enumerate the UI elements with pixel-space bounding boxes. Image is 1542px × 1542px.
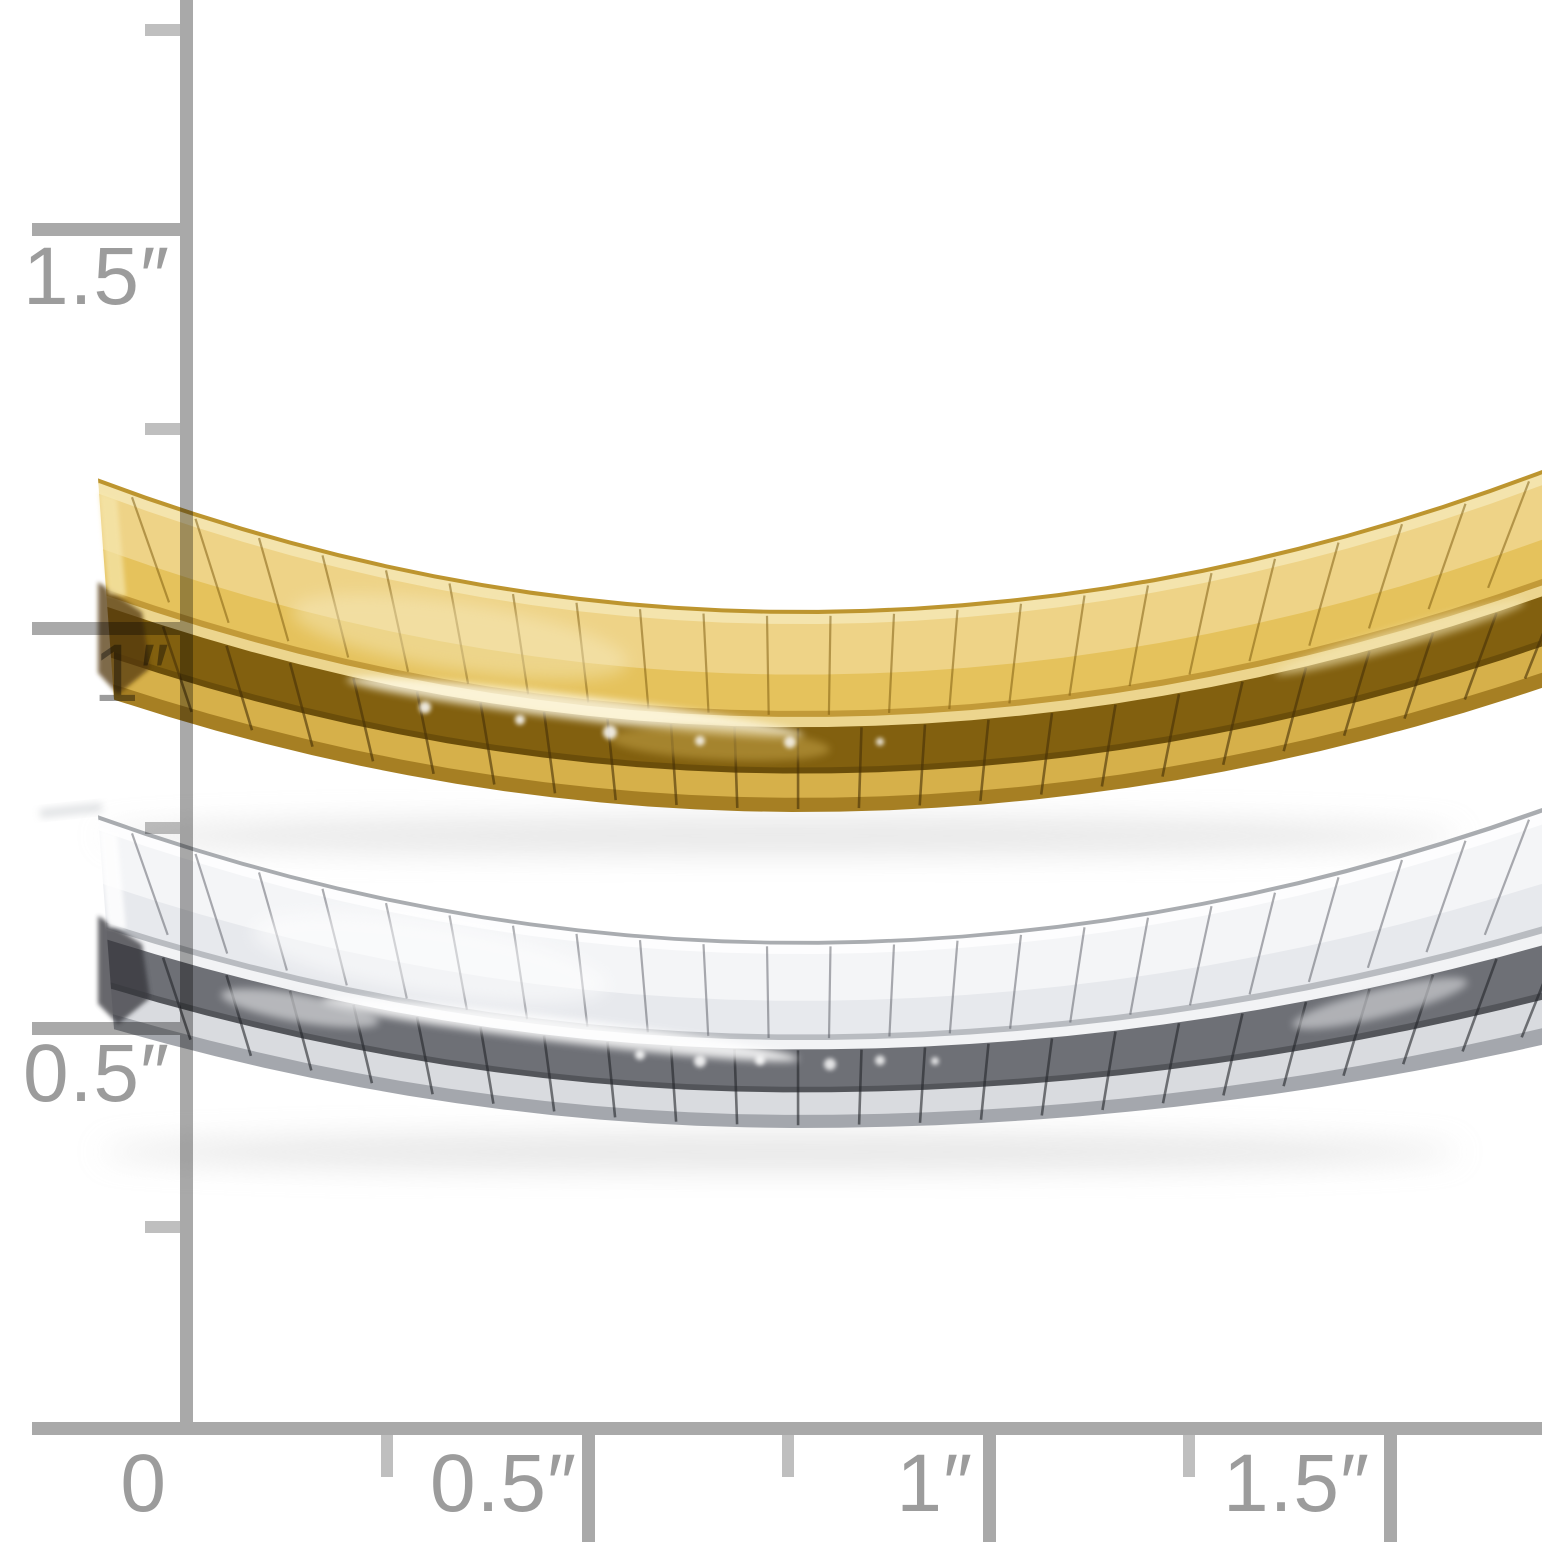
ruler-vertical-line: [180, 0, 193, 1435]
ruler-minor-tick: [1183, 1435, 1195, 1477]
ruler-major-tick: [1384, 1435, 1397, 1542]
ruler-major-tick: [582, 1435, 595, 1542]
ruler-label-h-0-5: 0.5″: [429, 1438, 577, 1529]
ruler-horizontal-bar: [32, 1422, 1542, 1435]
ruler-minor-tick: [145, 1221, 180, 1233]
ruler-label-h-1: 1″: [896, 1438, 973, 1529]
ruler-minor-tick: [381, 1435, 393, 1477]
ruler-label-h-1-5: 1.5″: [1222, 1438, 1370, 1529]
ruler-minor-tick: [145, 423, 180, 435]
ruler-minor-tick: [145, 822, 180, 834]
ruler-major-tick: [32, 223, 180, 236]
gold-omega-chain: [98, 469, 1542, 854]
silver-omega-chain: [39, 802, 1542, 1170]
ruler-label-h-0: 0: [120, 1438, 167, 1529]
ruler-minor-tick: [145, 24, 180, 36]
ruler-major-tick: [983, 1435, 996, 1542]
ruler-label-v-1-5: 1.5″: [22, 231, 170, 322]
ruler-minor-tick: [782, 1435, 794, 1477]
ruler-label-v-1: 1″: [93, 628, 170, 719]
ruler-label-v-0-5: 0.5″: [22, 1028, 170, 1119]
